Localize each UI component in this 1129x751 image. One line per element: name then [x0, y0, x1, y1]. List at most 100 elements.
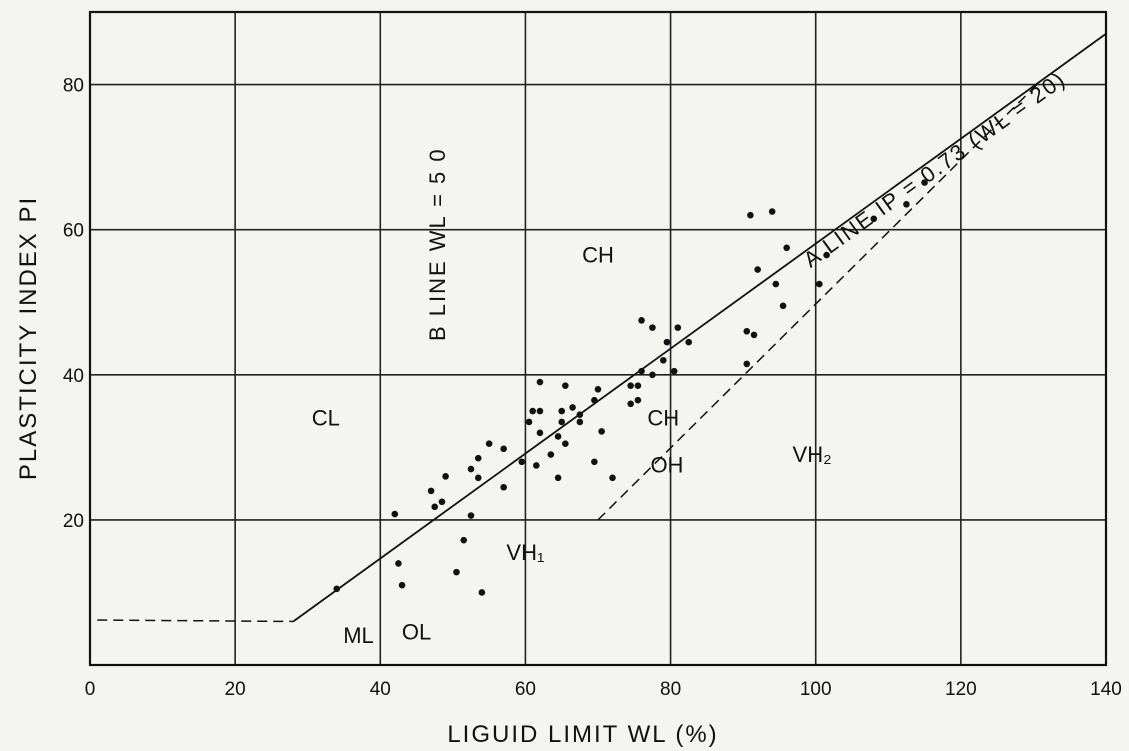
zone-label: OL	[402, 620, 431, 645]
plot-frame	[88, 10, 1108, 667]
data-point	[609, 474, 616, 482]
y-tick-label: 20	[63, 511, 84, 532]
data-point	[754, 266, 761, 273]
zone-label: CL	[312, 406, 340, 431]
data-point	[576, 418, 584, 426]
zone-label: OH	[650, 453, 683, 478]
classification-lines: A LINE IP = 0.73 (WL = 20) B LINE WL = 5 …	[97, 33, 1107, 623]
a-line	[292, 33, 1107, 623]
zone-labels: CL CH CH OH VH₂ VH₁ ML OL	[312, 242, 832, 648]
y-tick-label: 40	[63, 366, 84, 387]
zone-label: VH₁	[506, 540, 544, 565]
data-point	[453, 568, 460, 576]
data-point	[663, 338, 671, 346]
data-point	[391, 510, 399, 518]
x-tick-label: 140	[1090, 679, 1122, 700]
x-tick-label: 40	[370, 679, 391, 700]
data-point	[518, 458, 526, 466]
data-point	[627, 382, 634, 389]
data-point	[816, 280, 823, 288]
data-point	[438, 498, 446, 506]
x-tick-label: 100	[800, 679, 832, 700]
data-point	[823, 251, 830, 259]
a-line-extension-dashed	[97, 619, 294, 623]
data-point	[500, 445, 507, 453]
data-point	[558, 418, 566, 426]
y-tick-label: 60	[63, 221, 84, 242]
data-point	[674, 324, 682, 331]
data-points	[333, 179, 928, 596]
data-point	[772, 280, 780, 288]
data-point	[634, 382, 642, 389]
data-point	[478, 589, 486, 596]
data-point	[660, 356, 667, 364]
data-point	[634, 396, 642, 404]
zone-label: CH	[647, 406, 679, 431]
a-line-label: A LINE IP = 0.73 (WL = 20)	[799, 66, 1071, 272]
x-tick-label: 120	[945, 679, 977, 700]
data-point	[500, 483, 507, 491]
data-point	[649, 371, 656, 379]
data-point	[649, 324, 656, 331]
lower-dashed-line	[597, 80, 1042, 521]
data-point	[554, 474, 562, 482]
data-point	[670, 367, 678, 375]
zone-label: VH₂	[793, 442, 832, 467]
data-point	[395, 560, 402, 567]
data-point	[750, 331, 758, 339]
data-point	[591, 458, 598, 466]
data-point	[536, 407, 544, 415]
data-point	[467, 465, 475, 473]
data-point	[598, 428, 605, 435]
x-tick-label: 80	[660, 679, 681, 700]
data-point	[627, 400, 634, 408]
y-tick-label: 80	[63, 76, 84, 97]
data-point	[431, 503, 439, 511]
data-point	[460, 536, 468, 544]
data-point	[921, 179, 928, 186]
data-point	[533, 462, 540, 469]
tick-labels: 0 20 40 60 80 100 120 140 20 40 60 80	[63, 76, 1122, 700]
data-point	[427, 487, 435, 495]
x-axis-title: LIGUID LIMIT WL (%)	[447, 721, 718, 748]
data-point	[442, 473, 449, 480]
data-point	[562, 440, 569, 448]
data-point	[685, 338, 693, 346]
data-point	[747, 211, 754, 219]
data-point	[569, 404, 576, 411]
data-point	[554, 433, 562, 440]
data-point	[333, 585, 341, 593]
data-point	[743, 360, 751, 368]
y-axis-title: PLASTICITY INDEX PI	[15, 196, 42, 480]
data-point	[558, 407, 566, 415]
data-point	[547, 451, 555, 458]
data-point	[474, 454, 482, 462]
data-point	[638, 367, 645, 375]
data-point	[536, 378, 544, 386]
x-tick-label: 20	[225, 679, 246, 700]
data-point	[594, 385, 602, 393]
data-point	[576, 411, 584, 418]
data-point	[536, 429, 544, 437]
data-point	[467, 512, 475, 519]
data-point	[474, 474, 482, 482]
data-point	[562, 382, 569, 389]
grid	[88, 10, 1108, 667]
data-point	[870, 215, 878, 223]
data-point	[783, 244, 790, 252]
zone-label: CH	[582, 242, 614, 267]
data-point	[768, 208, 776, 215]
data-point	[529, 407, 536, 415]
data-point	[398, 581, 406, 589]
data-point	[525, 418, 533, 426]
data-point	[903, 200, 910, 208]
data-point	[779, 302, 787, 310]
b-line-label: B LINE WL = 5 0	[425, 147, 450, 341]
data-point	[743, 327, 751, 335]
data-point	[485, 440, 493, 448]
data-point	[638, 317, 645, 324]
zone-label: ML	[343, 623, 374, 648]
x-tick-label: 0	[85, 679, 96, 700]
